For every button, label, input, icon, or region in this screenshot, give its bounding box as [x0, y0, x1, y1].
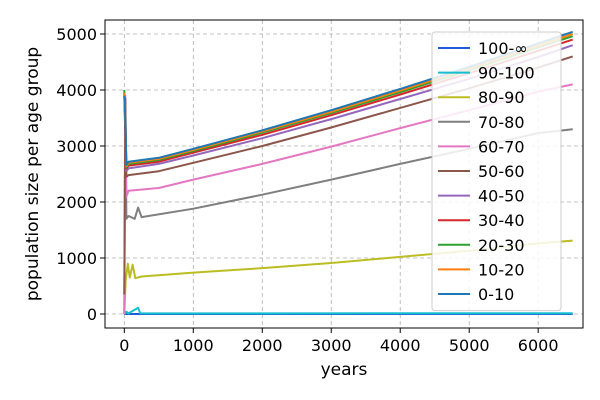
legend-item: 10-20: [438, 260, 525, 279]
y-tick-label: 1000: [56, 249, 97, 268]
legend-label: 50-60: [478, 162, 525, 181]
legend-item: 100-∞: [438, 39, 528, 58]
legend-item: 60-70: [438, 137, 525, 156]
x-tick-label: 2000: [242, 336, 283, 355]
x-tick-label: 6000: [518, 336, 559, 355]
legend-box: [431, 31, 562, 312]
x-tick-label: 3000: [311, 336, 352, 355]
legend-label: 0-10: [478, 285, 514, 304]
legend-item: 0-10: [438, 285, 514, 304]
x-tick-label: 5000: [449, 336, 490, 355]
legend-label: 70-80: [478, 113, 525, 132]
legend-label: 40-50: [478, 187, 525, 206]
y-axis-label: population size per age group: [23, 47, 43, 301]
y-tick-label: 0: [87, 305, 97, 324]
legend-item: 40-50: [438, 187, 525, 206]
y-axis-ticks: 0 1000 2000 3000 4000 5000: [56, 25, 105, 324]
legend-item: 90-100: [438, 64, 535, 83]
y-tick-label: 5000: [56, 25, 97, 44]
x-tick-label: 0: [119, 336, 129, 355]
legend: 100-∞ 90-100 80-90 70-80 60-70 50-60 40-50 30-4…: [431, 31, 562, 312]
legend-label: 20-30: [478, 236, 525, 255]
y-tick-label: 2000: [56, 193, 97, 212]
y-tick-label: 4000: [56, 81, 97, 100]
legend-label: 80-90: [478, 88, 525, 107]
legend-label: 30-40: [478, 211, 525, 230]
plot-area-frame: [104, 19, 584, 329]
x-tick-label: 4000: [380, 336, 421, 355]
legend-label: 10-20: [478, 260, 525, 279]
legend-label: 90-100: [478, 64, 535, 83]
legend-item: 30-40: [438, 211, 525, 230]
x-axis-ticks: 0 1000 2000 3000 4000 5000 6000: [119, 328, 559, 355]
legend-label: 100-∞: [478, 39, 528, 58]
legend-item: 70-80: [438, 113, 525, 132]
legend-item: 80-90: [438, 88, 525, 107]
series-line-90-100: [123, 306, 573, 315]
legend-label: 60-70: [478, 137, 525, 156]
y-tick-label: 3000: [56, 137, 97, 156]
x-axis-label: years: [321, 360, 368, 380]
legend-item: 50-60: [438, 162, 525, 181]
legend-item: 20-30: [438, 236, 525, 255]
x-tick-label: 1000: [173, 336, 214, 355]
